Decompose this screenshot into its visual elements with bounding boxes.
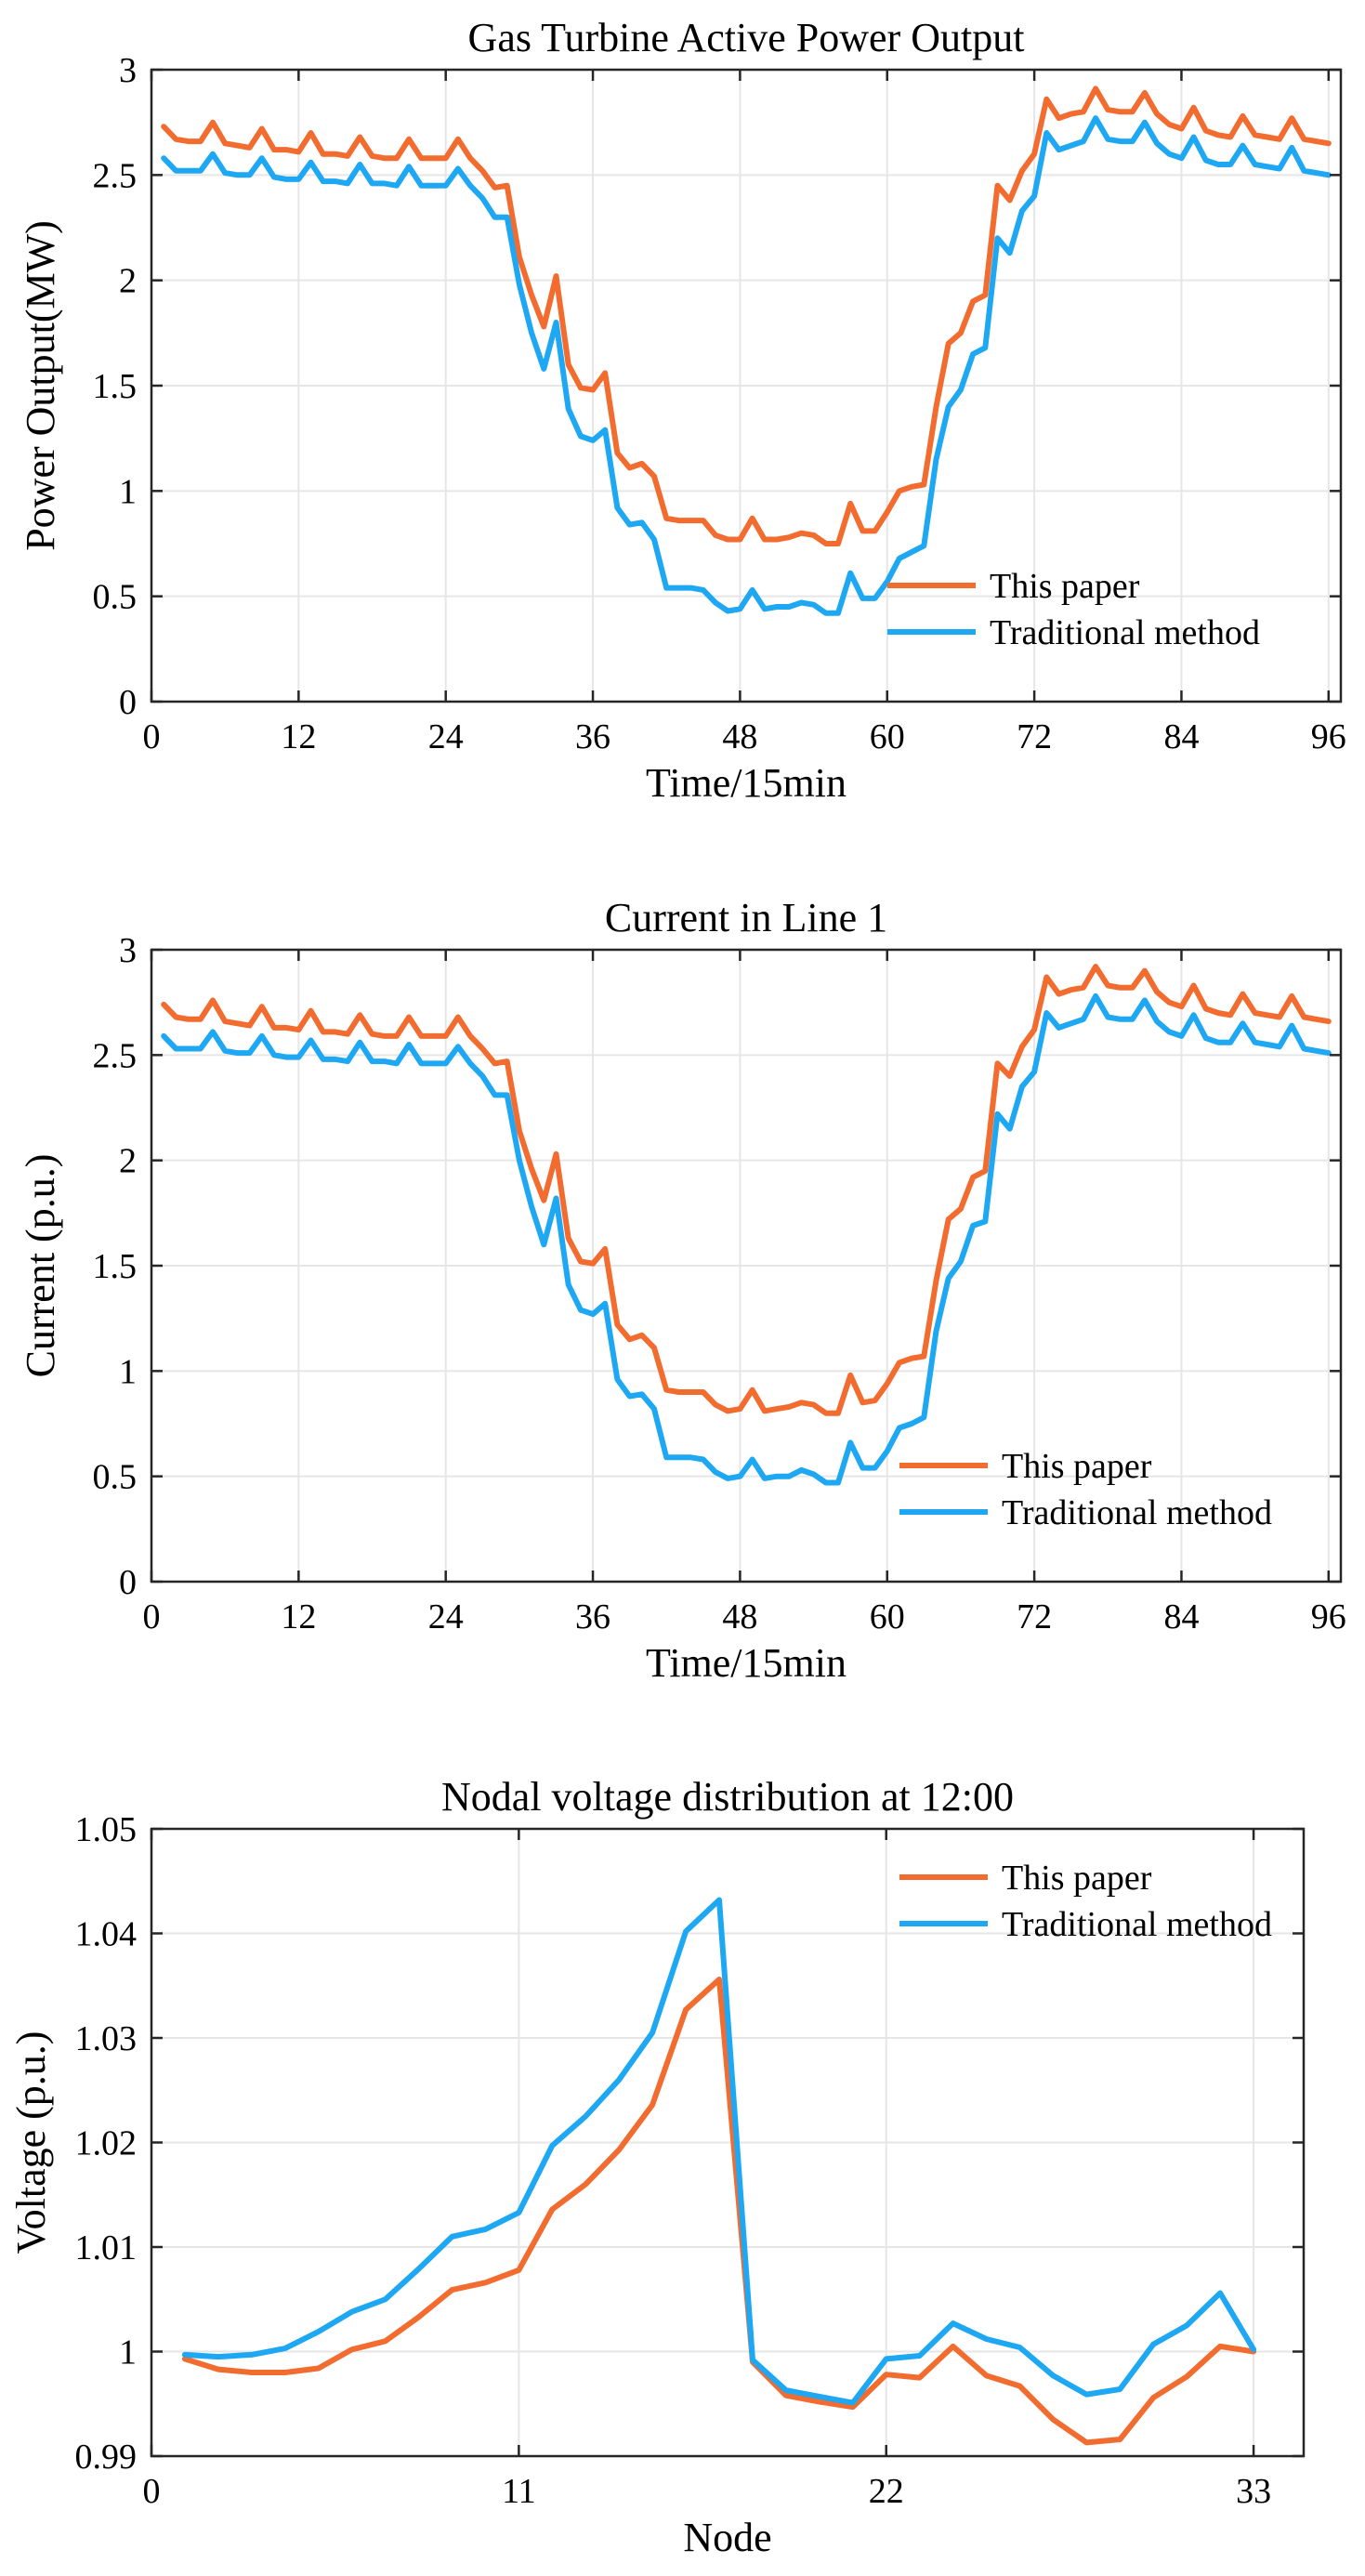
legend-label: Traditional method (990, 613, 1260, 652)
chart-title: Current in Line 1 (605, 895, 887, 940)
x-tick-label: 24 (428, 717, 464, 756)
y-axis-label: Power Output(MW) (18, 220, 63, 551)
x-tick-label: 72 (1017, 717, 1052, 756)
x-tick-label: 60 (870, 1597, 905, 1636)
legend: This paper Traditional method (899, 1447, 1272, 1532)
x-tick-label: 48 (722, 1597, 757, 1636)
x-axis-label: Node (683, 2515, 771, 2560)
y-tick-label: 1.01 (75, 2228, 138, 2267)
legend: This paper Traditional method (887, 567, 1260, 652)
y-tick-label: 1 (119, 2333, 137, 2372)
x-tick-label: 22 (869, 2472, 904, 2511)
y-tick-label: 1.04 (75, 1915, 138, 1954)
y-tick-label: 0.5 (93, 578, 138, 617)
legend-label: This paper (990, 567, 1140, 606)
series-line-this-paper (161, 85, 1332, 546)
x-tick-label: 0 (143, 2472, 161, 2511)
chart-current: 0 12 24 36 48 60 72 84 96 0 0.5 1 1.5 2 2.5 3 Current in… (18, 895, 1346, 1686)
y-tick-label: 1.05 (75, 1810, 138, 1849)
x-tick-label: 33 (1236, 2472, 1271, 2511)
x-tick-label: 96 (1311, 1597, 1346, 1636)
y-axis-label: Current (p.u.) (18, 1154, 63, 1378)
x-tick-label: 0 (143, 1597, 161, 1636)
y-tick-label: 0.99 (75, 2438, 138, 2477)
x-tick-label: 60 (870, 717, 905, 756)
x-tick-label: 84 (1163, 1597, 1199, 1636)
y-tick-label: 0 (119, 683, 137, 722)
y-tick-label: 1.03 (75, 2019, 138, 2058)
legend: This paper Traditional method (899, 1859, 1272, 1944)
series-line-traditional-method (181, 1897, 1257, 2406)
legend-label: Traditional method (1002, 1493, 1272, 1532)
legend-label: This paper (1002, 1859, 1152, 1898)
y-tick-label: 1 (119, 1352, 137, 1391)
y-tick-label: 0.5 (93, 1458, 138, 1497)
x-tick-label: 24 (428, 1597, 464, 1636)
y-tick-label: 2 (119, 262, 137, 301)
y-tick-label: 3 (119, 931, 137, 970)
x-tick-label: 0 (143, 717, 161, 756)
x-axis-label: Time/15min (646, 1640, 847, 1686)
x-tick-label: 48 (722, 717, 757, 756)
series-line-this-paper (181, 1977, 1257, 2446)
y-tick-label: 2 (119, 1142, 137, 1181)
x-tick-label: 12 (281, 717, 316, 756)
x-tick-label: 36 (575, 717, 610, 756)
y-tick-label: 3 (119, 51, 137, 90)
x-tick-label: 36 (575, 1597, 610, 1636)
series-line-traditional-method (161, 992, 1332, 1486)
y-tick-label: 2.5 (93, 156, 138, 195)
x-tick-label: 72 (1017, 1597, 1052, 1636)
chart-voltage: 0 11 22 33 0.99 1 1.01 1.02 1.03 1.04 1.05 Nodal vo… (8, 1774, 1306, 2560)
x-tick-label: 11 (502, 2472, 536, 2511)
series-line-this-paper (161, 964, 1332, 1416)
legend-label: Traditional method (1002, 1905, 1272, 1944)
x-tick-label: 12 (281, 1597, 316, 1636)
legend-label: This paper (1002, 1447, 1152, 1486)
chart-title: Nodal voltage distribution at 12:00 (441, 1774, 1014, 1820)
chart-power: 0 12 24 36 48 60 72 84 96 0 0.5 1 1.5 2 2.5 3 Gas Turbin… (18, 15, 1346, 806)
y-tick-label: 1 (119, 472, 137, 511)
x-tick-label: 84 (1163, 717, 1199, 756)
y-axis-label: Voltage (p.u.) (8, 2031, 54, 2254)
y-tick-label: 0 (119, 1563, 137, 1602)
chart-title: Gas Turbine Active Power Output (468, 15, 1025, 60)
y-tick-label: 1.5 (93, 1247, 138, 1286)
y-tick-label: 1.02 (75, 2124, 138, 2163)
y-tick-label: 2.5 (93, 1036, 138, 1075)
x-axis-label: Time/15min (646, 760, 847, 806)
x-tick-label: 96 (1311, 717, 1346, 756)
y-tick-label: 1.5 (93, 367, 138, 406)
series-line-traditional-method (161, 115, 1332, 616)
